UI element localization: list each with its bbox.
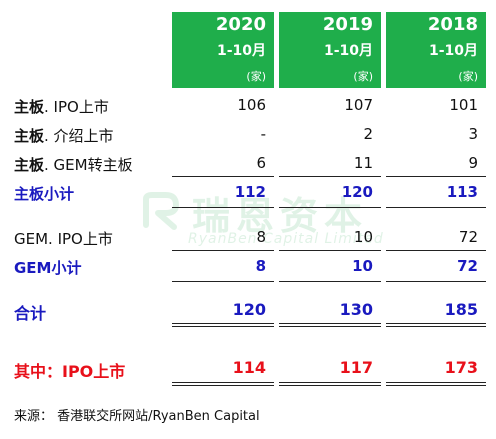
header-2020: 2020 1-10月 (家)	[172, 12, 274, 88]
row-label-rest: . GEM转主板	[44, 156, 133, 174]
row-label-total: 合计	[14, 304, 47, 323]
cell-value: 3	[468, 125, 478, 143]
divider	[279, 176, 381, 177]
row-label-gem-subtotal: GEM小计	[14, 259, 82, 277]
header-year: 2020	[215, 14, 266, 35]
cell-value: 101	[449, 96, 478, 114]
cell-value: 72	[458, 228, 478, 246]
cell-value: 11	[353, 154, 373, 172]
cell-value: 112	[234, 183, 266, 201]
row-label-main-intro: 主板. 介绍上市	[14, 125, 114, 146]
cell-value: 6	[256, 154, 266, 172]
cell-value: 114	[232, 358, 266, 377]
cell-value: 113	[446, 183, 478, 201]
cell-value: 9	[468, 154, 478, 172]
header-unit: (家)	[353, 70, 373, 83]
row-label-main-gem-transfer: 主板. GEM转主板	[14, 154, 133, 175]
cell-value: 8	[255, 257, 266, 275]
double-divider	[279, 382, 381, 386]
row-label-rest: . 介绍上市	[44, 127, 114, 145]
cell-value: -	[260, 125, 266, 143]
header-period: 1-10月	[216, 43, 266, 59]
row-label-rest: . IPO上市	[44, 98, 109, 116]
divider	[386, 281, 486, 282]
row-label-main-ipo: 主板. IPO上市	[14, 96, 109, 117]
cell-value: 72	[457, 257, 478, 275]
divider	[172, 250, 274, 251]
divider	[172, 281, 274, 282]
double-divider	[279, 323, 381, 327]
cell-value: 2	[363, 125, 373, 143]
row-label-gem-ipo: GEM. IPO上市	[14, 230, 113, 248]
divider	[386, 250, 486, 251]
divider	[279, 207, 381, 208]
row-label-strong: 主板	[14, 127, 45, 145]
cell-value: 10	[352, 257, 373, 275]
divider	[279, 281, 381, 282]
source-note: 来源： 香港联交所网站/RyanBen Capital	[14, 409, 260, 424]
cell-value: 173	[444, 358, 478, 377]
row-label-of-which-ipo: 其中：IPO上市	[14, 362, 126, 381]
cell-value: 130	[339, 300, 373, 319]
row-label-main-subtotal: 主板小计	[14, 185, 75, 203]
double-divider	[386, 323, 486, 327]
cell-value: 185	[444, 300, 478, 319]
row-label-strong: 主板	[14, 156, 45, 174]
divider	[172, 207, 274, 208]
header-unit: (家)	[246, 70, 266, 83]
header-2018: 2018 1-10月 (家)	[386, 12, 486, 88]
header-year: 2019	[322, 14, 373, 35]
header-2019: 2019 1-10月 (家)	[279, 12, 381, 88]
cell-value: 8	[256, 228, 266, 246]
header-period: 1-10月	[323, 43, 373, 59]
header-unit: (家)	[458, 70, 478, 83]
divider	[386, 176, 486, 177]
divider	[279, 250, 381, 251]
cell-value: 117	[339, 358, 373, 377]
cell-value: 120	[341, 183, 373, 201]
cell-value: 10	[353, 228, 373, 246]
double-divider	[386, 382, 486, 386]
cell-value: 106	[237, 96, 266, 114]
cell-value: 120	[232, 300, 266, 319]
divider	[172, 176, 274, 177]
row-label-strong: 主板	[14, 98, 45, 116]
double-divider	[172, 382, 274, 386]
double-divider	[172, 323, 274, 327]
header-period: 1-10月	[428, 43, 478, 59]
divider	[386, 207, 486, 208]
header-year: 2018	[427, 14, 478, 35]
cell-value: 107	[344, 96, 373, 114]
